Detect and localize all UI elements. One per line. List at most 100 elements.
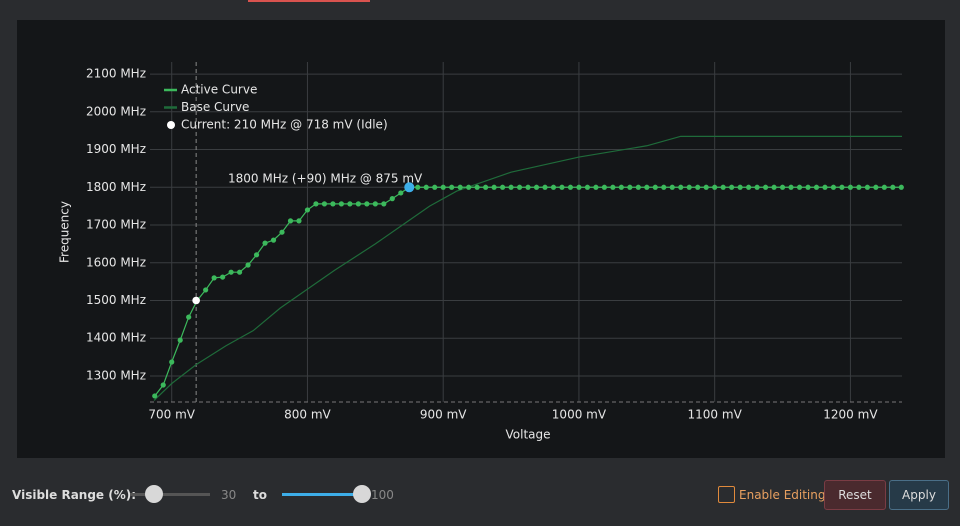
- slider-knob[interactable]: [353, 485, 371, 503]
- legend-swatch: [167, 121, 175, 129]
- point: [830, 184, 837, 190]
- point: [593, 184, 599, 190]
- checkbox[interactable]: [718, 486, 735, 503]
- checkbox-label[interactable]: Enable Editing: [739, 488, 826, 502]
- point: [839, 184, 845, 190]
- point: [746, 184, 752, 190]
- point: [584, 184, 591, 190]
- point: [813, 184, 820, 190]
- point: [474, 184, 480, 190]
- point: [313, 201, 319, 207]
- point: [737, 184, 743, 190]
- point: [508, 184, 514, 190]
- point: [491, 184, 497, 190]
- point: [516, 184, 523, 190]
- point: [440, 184, 446, 190]
- annotation: 1800 MHz (+90) MHz @ 875 mV: [228, 172, 423, 186]
- point: [177, 337, 183, 343]
- point: [762, 184, 769, 190]
- point: [355, 201, 361, 207]
- point: [856, 184, 862, 190]
- series-line: [154, 186, 902, 397]
- point: [678, 184, 684, 190]
- point: [873, 184, 879, 190]
- point: [550, 184, 557, 190]
- point: [186, 314, 192, 320]
- tab-accent: [248, 0, 370, 2]
- point: [618, 184, 624, 190]
- point: [796, 184, 803, 190]
- point: [169, 359, 175, 365]
- y-tick-label: 1600 MHz: [86, 255, 146, 269]
- x-tick-label: 800 mV: [284, 408, 331, 422]
- point: [457, 184, 463, 190]
- point: [567, 184, 574, 190]
- range-start-value: 30: [221, 488, 237, 502]
- point: [347, 201, 353, 207]
- point: [610, 184, 616, 190]
- y-tick-label: 1300 MHz: [86, 368, 146, 382]
- point: [601, 184, 607, 190]
- current-point: [192, 296, 200, 305]
- point: [415, 184, 421, 190]
- point: [338, 201, 344, 207]
- point: [712, 184, 718, 190]
- point: [661, 184, 667, 190]
- point: [729, 184, 735, 190]
- point: [898, 184, 904, 190]
- point: [236, 269, 243, 275]
- point: [160, 382, 166, 388]
- x-tick-label: 1200 mV: [823, 408, 878, 422]
- point: [381, 201, 387, 207]
- point: [635, 184, 641, 190]
- slider-knob[interactable]: [145, 485, 163, 503]
- point: [576, 184, 582, 190]
- point: [398, 190, 404, 196]
- point: [330, 201, 336, 207]
- point: [296, 218, 302, 224]
- point: [542, 184, 548, 190]
- point: [372, 201, 378, 207]
- selected-point: [404, 182, 415, 193]
- point: [423, 184, 429, 190]
- point: [364, 201, 370, 207]
- point: [211, 275, 217, 281]
- point: [559, 184, 565, 190]
- to-label: to: [253, 488, 267, 502]
- point: [788, 184, 794, 190]
- point: [279, 229, 285, 235]
- range-label: Visible Range (%):: [12, 488, 137, 502]
- point: [669, 184, 675, 190]
- slider-track: [282, 493, 362, 496]
- point: [652, 184, 658, 190]
- point: [270, 237, 277, 243]
- point: [321, 201, 328, 207]
- point: [881, 184, 887, 190]
- legend-label: Base Curve: [181, 100, 249, 114]
- point: [483, 184, 489, 190]
- point: [449, 184, 455, 190]
- point: [703, 184, 709, 190]
- chart: Voltage Frequency 700 mV 800 mV 900 mV 1000…: [58, 62, 904, 442]
- point: [389, 196, 395, 202]
- y-tick-label: 1400 MHz: [86, 331, 146, 345]
- point: [253, 252, 260, 258]
- y-tick-label: 2000 MHz: [86, 104, 146, 118]
- point: [686, 184, 692, 190]
- legend-label: Active Curve: [181, 83, 257, 97]
- reset-button[interactable]: Reset: [824, 480, 886, 510]
- x-tick-label: 900 mV: [420, 408, 467, 422]
- point: [771, 184, 777, 190]
- point: [304, 207, 311, 213]
- point: [262, 240, 268, 246]
- point: [525, 184, 531, 190]
- point: [627, 184, 633, 190]
- point: [152, 393, 158, 399]
- y-tick-label: 1700 MHz: [86, 218, 146, 232]
- point: [203, 287, 209, 293]
- control-bar: Visible Range (%): 30 to 100 Enable Edit…: [0, 466, 960, 526]
- apply-button[interactable]: Apply: [889, 480, 949, 510]
- x-axis-title: Voltage: [505, 428, 550, 442]
- x-tick-label: 700 mV: [148, 408, 195, 422]
